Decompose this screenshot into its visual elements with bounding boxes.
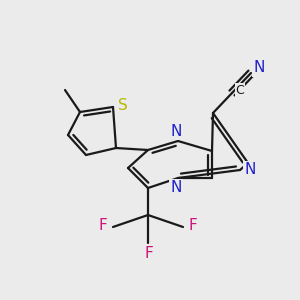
Text: C: C: [236, 83, 244, 97]
Text: F: F: [145, 245, 153, 260]
Text: F: F: [189, 218, 197, 233]
Text: F: F: [99, 218, 107, 233]
Text: N: N: [253, 61, 265, 76]
Text: N: N: [170, 181, 182, 196]
Text: N: N: [170, 124, 182, 139]
Text: S: S: [118, 98, 128, 112]
Text: N: N: [244, 163, 256, 178]
